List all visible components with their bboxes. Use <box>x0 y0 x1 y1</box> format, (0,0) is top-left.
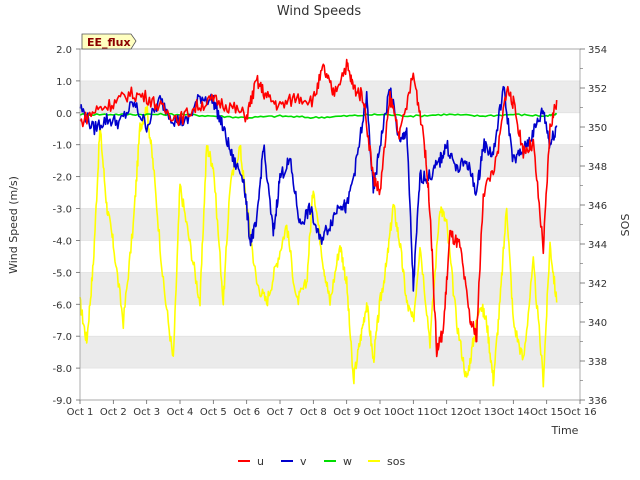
x-axis: Oct 1 Oct 2 Oct 3 Oct 4 Oct 5 Oct 6 Oct 7 Oct 8… <box>67 400 597 418</box>
x-tick-label: Oct 12 <box>430 407 463 418</box>
band <box>80 336 580 369</box>
legend-label-w: w <box>343 455 352 468</box>
y-right-tick-label: 338 <box>588 357 607 368</box>
y-right-tick-label: 350 <box>588 123 607 134</box>
y-right-tick-label: 354 <box>588 45 607 56</box>
x-tick-label: Oct 10 <box>363 407 396 418</box>
x-tick-label: Oct 1 <box>67 407 94 418</box>
series-line-sos <box>79 105 558 388</box>
legend: u v w sos <box>238 455 405 468</box>
y-left-tick-label: -9.0 <box>52 396 72 407</box>
series-layer <box>79 58 558 388</box>
y-left-tick-label: 2.0 <box>56 45 72 56</box>
x-tick-label: Oct 4 <box>167 407 194 418</box>
x-tick-label: Oct 16 <box>563 407 596 418</box>
y-left-tick-label: 1.0 <box>56 77 72 88</box>
x-tick-label: Oct 11 <box>397 407 430 418</box>
y-right-tick-label: 342 <box>588 279 607 290</box>
y-left-tick-label: -4.0 <box>52 236 72 247</box>
y-axis-right: 336 338 340 342 344 346 348 350 352 354 <box>580 45 607 407</box>
y-right-tick-label: 340 <box>588 318 607 329</box>
badge-text: EE_flux <box>87 36 131 49</box>
series-line-v <box>79 85 558 292</box>
x-axis-label: Time <box>551 424 579 437</box>
chart-title: Wind Speeds <box>277 4 362 19</box>
y-left-tick-label: -3.0 <box>52 205 72 216</box>
x-tick-label: Oct 5 <box>200 407 227 418</box>
x-tick-label: Oct 3 <box>133 407 160 418</box>
legend-label-sos: sos <box>387 455 405 468</box>
y-left-tick-label: -8.0 <box>52 364 72 375</box>
y-right-tick-label: 348 <box>588 162 607 173</box>
y-right-tick-label: 346 <box>588 201 607 212</box>
x-tick-label: Oct 6 <box>233 407 260 418</box>
y-axis-left-label: Wind Speed (m/s) <box>7 176 20 274</box>
y-left-tick-label: -7.0 <box>52 332 72 343</box>
band <box>80 144 580 177</box>
y-left-tick-label: -6.0 <box>52 300 72 311</box>
y-axis-left: -9.0 -8.0 -7.0 -6.0 -5.0 -4.0 -3.0 -2.0 -1.0 0.0 1… <box>52 45 80 407</box>
ee-flux-badge: EE_flux <box>81 33 137 50</box>
y-right-tick-label: 352 <box>588 84 607 95</box>
x-tick-label: Oct 8 <box>300 407 327 418</box>
x-tick-label: Oct 7 <box>267 407 294 418</box>
x-tick-label: Oct 15 <box>530 407 563 418</box>
x-tick-label: Oct 14 <box>497 407 530 418</box>
x-tick-label: Oct 13 <box>463 407 496 418</box>
y-right-tick-label: 336 <box>588 396 607 407</box>
series-line-u <box>79 58 558 358</box>
y-right-tick-label: 344 <box>588 240 607 251</box>
x-tick-label: Oct 9 <box>333 407 360 418</box>
y-left-tick-label: -5.0 <box>52 268 72 279</box>
legend-label-u: u <box>257 455 264 468</box>
y-left-tick-label: -1.0 <box>52 141 72 152</box>
legend-label-v: v <box>300 455 307 468</box>
x-tick-label: Oct 2 <box>100 407 127 418</box>
y-left-tick-label: -2.0 <box>52 173 72 184</box>
series-line-w <box>79 112 558 120</box>
y-left-tick-label: 0.0 <box>56 109 72 120</box>
y-axis-right-label: SOS <box>619 214 632 237</box>
